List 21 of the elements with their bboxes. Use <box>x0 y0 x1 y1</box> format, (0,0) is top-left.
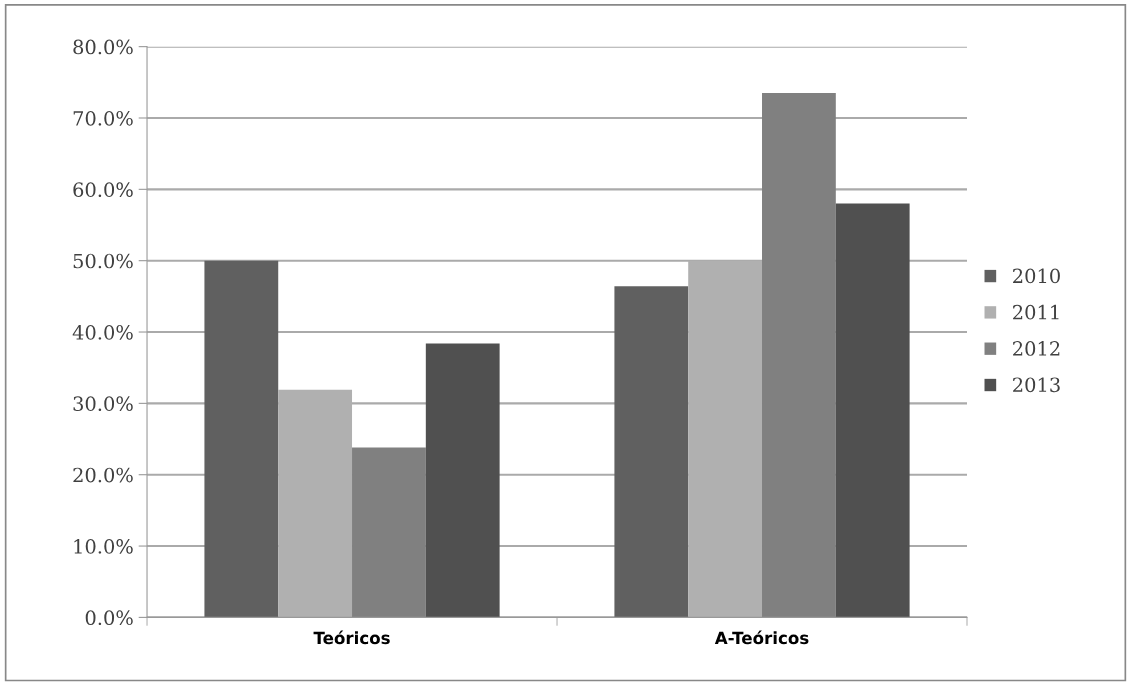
y-tick-label: 0.0% <box>85 610 133 626</box>
legend-label: 2011 <box>1013 304 1059 320</box>
y-tick-label: 30.0% <box>73 396 133 412</box>
bar <box>835 203 910 618</box>
bar <box>614 286 689 618</box>
x-tick-label: Teóricos <box>313 630 390 645</box>
legend-label: 2013 <box>1013 377 1060 393</box>
y-tick-label: 60.0% <box>73 182 133 197</box>
y-tick-label: 40.0% <box>72 324 133 340</box>
y-tick-label: 20.0% <box>73 467 133 483</box>
legend-label: 2012 <box>1013 341 1060 356</box>
x-tick-label: A-Teóricos <box>714 630 809 645</box>
bar <box>762 93 836 618</box>
bar <box>425 343 500 618</box>
y-tick-label: 80.0% <box>73 39 133 55</box>
y-tick-label: 50.0% <box>73 253 133 269</box>
y-tick-label: 10.0% <box>74 539 133 554</box>
y-tick-label: 70.0% <box>73 110 133 126</box>
bar <box>204 260 279 618</box>
legend-label: 2010 <box>1013 268 1060 284</box>
bar <box>352 447 426 618</box>
